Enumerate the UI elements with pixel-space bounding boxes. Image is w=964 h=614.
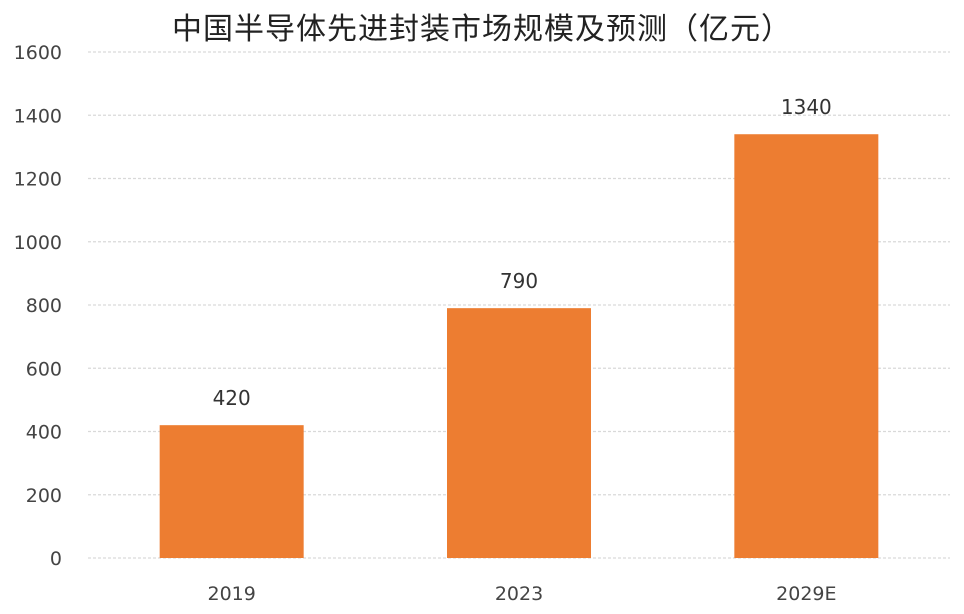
y-tick-label: 400 (26, 422, 62, 444)
x-tick-label-2019: 2019 (207, 583, 255, 605)
bar-2029E (734, 134, 879, 558)
y-tick-label: 200 (26, 485, 62, 507)
data-label-2019: 420 (213, 386, 251, 410)
data-label-2023: 790 (500, 269, 538, 293)
y-tick-label: 1600 (14, 42, 62, 64)
y-tick-label: 1200 (14, 169, 62, 191)
bars (159, 134, 879, 558)
bar-2019 (159, 425, 304, 558)
data-labels: 420 790 1340 (213, 95, 832, 410)
x-tick-label-2029E: 2029E (776, 583, 836, 605)
y-tick-label: 1400 (14, 105, 62, 127)
x-axis-ticks: 2019 2023 2029E (207, 583, 836, 605)
y-tick-label: 1000 (14, 232, 62, 254)
y-axis-ticks: 0 200 400 600 800 1000 1200 1400 1600 (14, 42, 62, 570)
chart-title: 中国半导体先进封装市场规模及预测（亿元） (172, 12, 792, 47)
y-tick-label: 0 (50, 548, 62, 570)
bar-2023 (447, 308, 591, 558)
y-tick-label: 800 (26, 295, 62, 317)
data-label-2029E: 1340 (781, 95, 832, 119)
x-tick-label-2023: 2023 (495, 583, 543, 605)
y-tick-label: 600 (26, 358, 62, 380)
